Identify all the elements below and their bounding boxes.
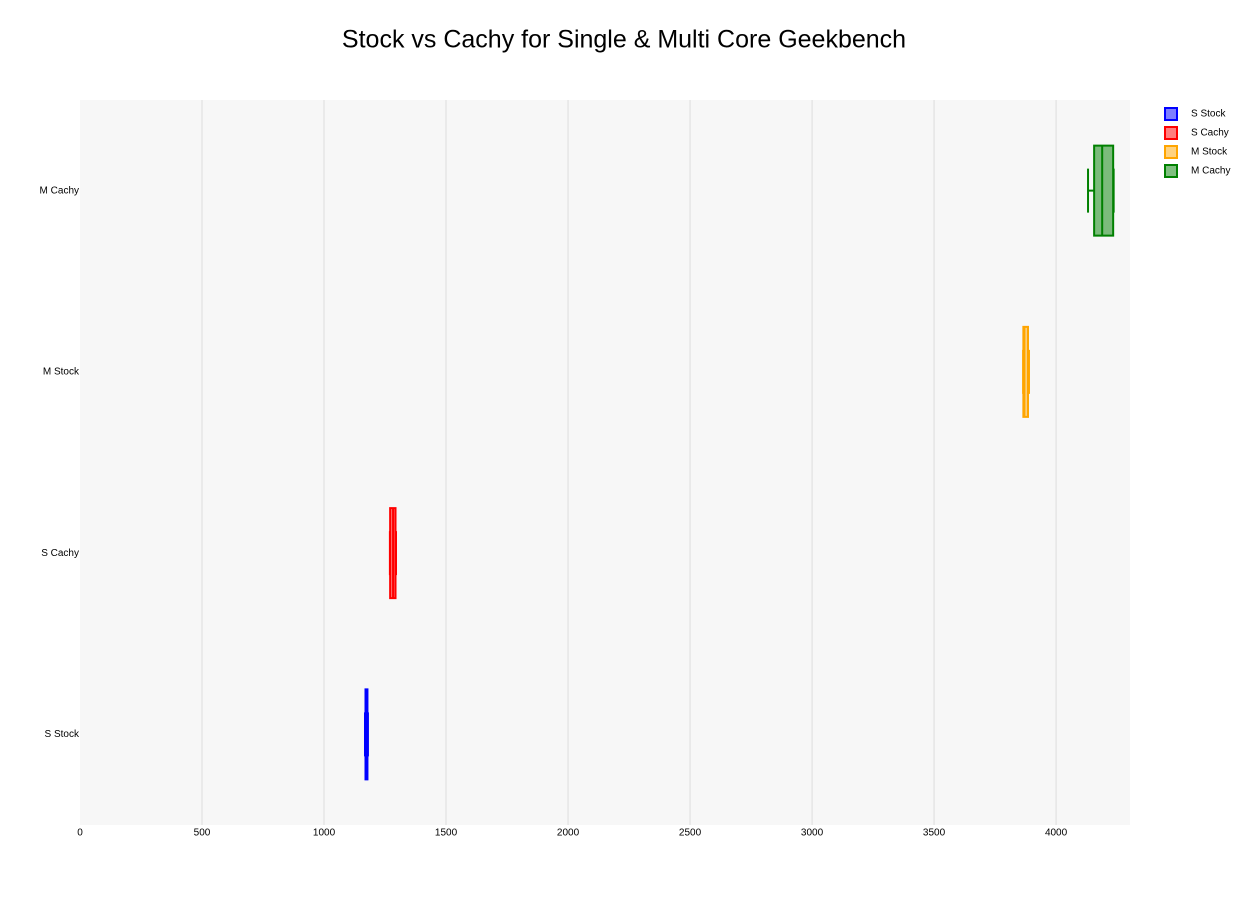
y-tick-label: S Stock [45, 729, 80, 740]
x-tick-label: 2000 [557, 828, 580, 839]
x-tick-label: 1500 [435, 828, 458, 839]
legend-label: M Cachy [1191, 166, 1230, 177]
y-tick-label: S Cachy [41, 548, 79, 559]
x-tick-label: 2500 [679, 828, 702, 839]
x-tick-label: 4000 [1045, 828, 1068, 839]
plot-area [80, 100, 1130, 825]
x-tick-label: 0 [77, 828, 83, 839]
legend-label: S Cachy [1191, 128, 1229, 139]
x-tick-label: 3000 [801, 828, 824, 839]
x-tick-label: 3500 [923, 828, 946, 839]
y-tick-label: M Cachy [40, 185, 79, 196]
y-tick-label: M Stock [43, 367, 80, 378]
legend-label: M Stock [1191, 147, 1228, 158]
legend-swatch [1164, 145, 1178, 159]
box [1093, 144, 1115, 237]
legend-label: S Stock [1191, 109, 1226, 120]
chart-title: Stock vs Cachy for Single & Multi Core G… [342, 26, 906, 54]
legend-swatch [1164, 126, 1178, 140]
x-tick-label: 1000 [313, 828, 336, 839]
legend-swatch [1164, 164, 1178, 178]
x-tick-label: 500 [194, 828, 211, 839]
legend-swatch [1164, 107, 1178, 121]
